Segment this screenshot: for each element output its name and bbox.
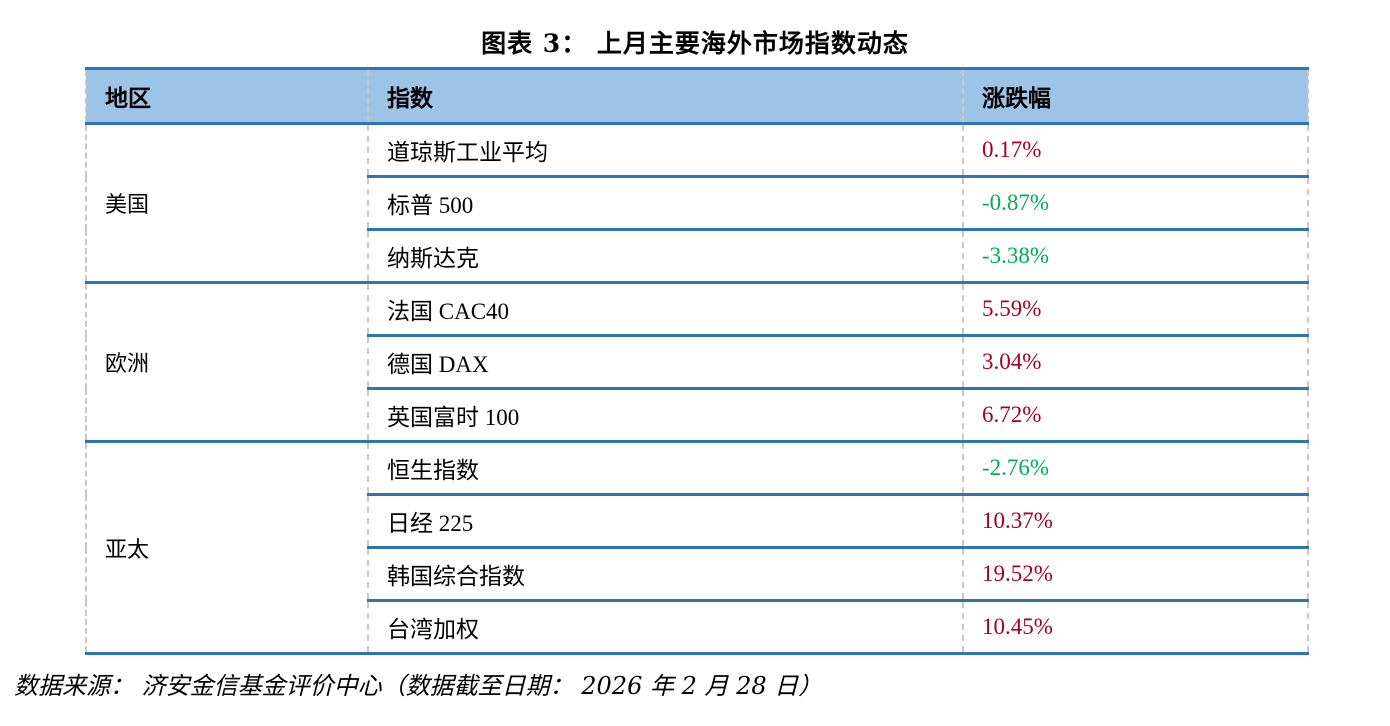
- change-value: -2.76%: [962, 441, 1309, 496]
- index-name: 英国富时 100: [367, 388, 964, 443]
- change-value: 10.45%: [962, 600, 1309, 655]
- change-value: 0.17%: [962, 123, 1309, 178]
- data-source-note: 数据来源： 济安金信基金评价中心（数据截至日期： 2026 年 2 月 28 日…: [14, 672, 823, 700]
- table-row: 韩国综合指数 19.52%: [86, 547, 1309, 602]
- table-title: 图表 3： 上月主要海外市场指数动态: [481, 29, 909, 58]
- table-row: 英国富时 100 6.72%: [86, 388, 1309, 443]
- index-name: 法国 CAC40: [367, 282, 964, 337]
- table-row: 标普 500 -0.87%: [86, 176, 1309, 231]
- index-name: 纳斯达克: [367, 229, 964, 284]
- region-cell: 亚太: [85, 441, 369, 655]
- table-row: 德国 DAX 3.04%: [86, 335, 1309, 390]
- change-value: 10.37%: [962, 494, 1309, 549]
- table-header-row: 地区 指数 涨跌幅: [85, 67, 1309, 125]
- change-value: -3.38%: [962, 229, 1309, 284]
- index-name: 韩国综合指数: [367, 547, 964, 602]
- table-row: 欧洲 法国 CAC40 5.59%: [85, 282, 1309, 443]
- region-cell: 美国: [85, 123, 369, 284]
- change-value: 5.59%: [962, 282, 1309, 337]
- table-row: 美国 道琼斯工业平均 0.17%: [85, 123, 1309, 284]
- header-change: 涨跌幅: [962, 67, 1309, 125]
- index-name: 日经 225: [367, 494, 964, 549]
- index-name: 恒生指数: [367, 441, 964, 496]
- region-cell: 欧洲: [85, 282, 369, 443]
- table-row: 纳斯达克 -3.38%: [86, 229, 1309, 284]
- change-value: 6.72%: [962, 388, 1309, 443]
- header-index: 指数: [367, 67, 964, 125]
- market-index-table: 地区 指数 涨跌幅 美国 道琼斯工业平均 0.17% 标普 500 -0.87%…: [85, 67, 1309, 655]
- index-name: 标普 500: [367, 176, 964, 231]
- header-region: 地区: [85, 67, 369, 125]
- index-name: 台湾加权: [367, 600, 964, 655]
- change-value: 3.04%: [962, 335, 1309, 390]
- table-row: 亚太 恒生指数 -2.76%: [85, 441, 1309, 655]
- table-row: 日经 225 10.37%: [86, 494, 1309, 549]
- index-name: 道琼斯工业平均: [367, 123, 964, 178]
- change-value: 19.52%: [962, 547, 1309, 602]
- index-name: 德国 DAX: [367, 335, 964, 390]
- table-row: 台湾加权 10.45%: [86, 600, 1309, 655]
- change-value: -0.87%: [962, 176, 1309, 231]
